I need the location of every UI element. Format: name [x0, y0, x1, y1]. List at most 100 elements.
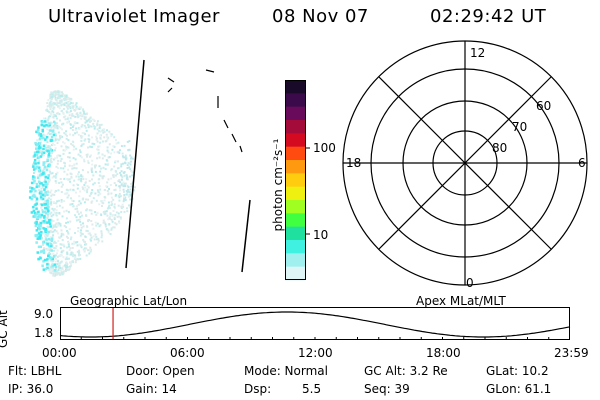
aurora-speckle [35, 202, 39, 205]
speckle [42, 242, 45, 245]
speckle [85, 198, 88, 201]
time-label: 02:29:42 UT [430, 6, 547, 27]
aurora-speckle [41, 264, 44, 267]
speckle [76, 244, 79, 247]
aurora-speckle [51, 130, 55, 133]
speckle [75, 259, 78, 262]
speckle [68, 111, 71, 114]
speckle [103, 196, 106, 198]
speckle [56, 124, 59, 127]
speckle [108, 130, 111, 133]
speckle [76, 112, 79, 115]
speckle [40, 206, 43, 209]
colorbar-band [285, 226, 305, 241]
speckle [69, 180, 72, 183]
speckle [96, 122, 99, 125]
speckle [46, 105, 49, 108]
aurora-speckle [37, 232, 41, 235]
speckle [66, 246, 69, 249]
speckle [109, 233, 112, 235]
colorbar-band [285, 266, 305, 281]
speckle [47, 147, 50, 150]
speckle [91, 167, 93, 170]
speckle [118, 220, 120, 223]
speckle [72, 254, 75, 256]
speckle [79, 220, 82, 223]
aurora-speckle [32, 175, 35, 178]
speckle [78, 178, 81, 181]
aurora-speckle [34, 224, 38, 227]
speckle [106, 190, 109, 192]
speckle [108, 223, 111, 226]
speckle [69, 99, 72, 102]
speckle [54, 157, 56, 160]
speckle [76, 122, 79, 125]
speckle [99, 188, 102, 191]
speckle [52, 226, 55, 229]
speckle [97, 152, 100, 155]
speckle [79, 234, 82, 237]
speckle [69, 247, 72, 250]
speckle [84, 138, 87, 141]
speckle [52, 124, 55, 127]
speckle [46, 141, 49, 144]
aurora-speckle [47, 174, 50, 177]
speckle [55, 226, 58, 228]
speckle [54, 241, 57, 244]
speckle [60, 260, 63, 263]
speckle [53, 249, 55, 252]
speckle [46, 248, 49, 250]
speckle [44, 117, 47, 120]
speckle [100, 123, 103, 126]
aurora-speckle [47, 209, 50, 213]
speckle [124, 154, 127, 157]
speckle [52, 114, 55, 116]
speckle [105, 212, 108, 215]
speckle [99, 192, 102, 195]
aurora-speckle [45, 267, 48, 271]
speckle [101, 200, 104, 202]
speckle [96, 211, 99, 214]
speckle [124, 182, 127, 185]
speckle [50, 99, 53, 102]
speckle [88, 252, 91, 255]
speckle [68, 114, 71, 117]
speckle [106, 207, 109, 210]
speckle [91, 189, 94, 191]
speckle [107, 193, 110, 196]
speckle [81, 123, 84, 126]
speckle [106, 228, 109, 231]
speckle [97, 239, 100, 242]
speckle [89, 125, 91, 128]
orbit-ytick-bottom: 1.8 [34, 326, 54, 340]
speckle [89, 116, 92, 119]
speckle [66, 230, 69, 232]
aurora-speckle [40, 134, 43, 137]
aurora-speckle [42, 151, 46, 154]
speckle [50, 104, 53, 107]
speckle [59, 247, 62, 250]
aurora-speckle [46, 263, 49, 266]
speckle [97, 181, 100, 184]
speckle [129, 193, 132, 196]
speckle [66, 107, 69, 110]
speckle [71, 252, 74, 255]
speckle [52, 234, 55, 237]
speckle [58, 204, 61, 207]
speckle [41, 186, 44, 189]
speckle [133, 186, 136, 189]
speckle [70, 173, 73, 176]
speckle [94, 170, 97, 173]
speckle [118, 192, 121, 195]
aurora-speckle [31, 177, 35, 181]
aurora-speckle [38, 213, 41, 217]
speckle [101, 205, 103, 207]
speckle [66, 178, 69, 180]
speckle [91, 178, 93, 181]
speckle [91, 136, 93, 139]
speckle [114, 207, 116, 210]
speckle [115, 139, 117, 142]
speckle [71, 167, 74, 170]
aurora-speckle [45, 136, 49, 139]
speckle [61, 128, 63, 131]
